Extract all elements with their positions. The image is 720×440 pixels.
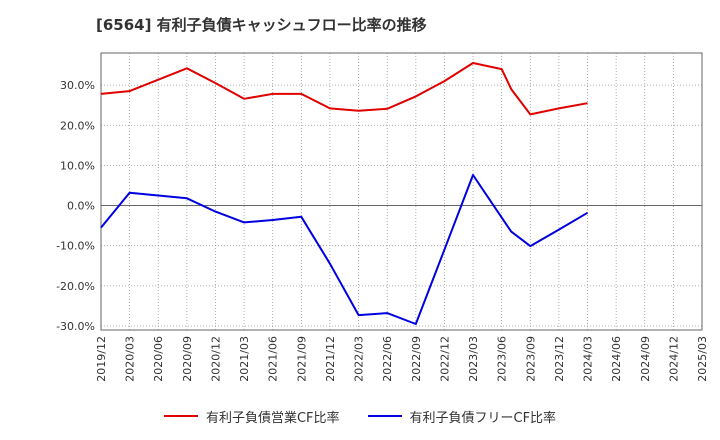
x-tick-label: 2022/09 xyxy=(410,336,423,382)
x-tick-label: 2020/06 xyxy=(152,336,165,382)
x-tick-label: 2020/09 xyxy=(181,336,194,382)
legend-label-free-cf: 有利子負債フリーCF比率 xyxy=(409,410,557,426)
x-tick-label: 2022/03 xyxy=(353,336,366,382)
x-tick-label: 2024/12 xyxy=(667,336,680,382)
series-line-operating-cf xyxy=(100,62,588,116)
x-tick-label: 2023/03 xyxy=(467,336,480,382)
x-tick-label: 2020/12 xyxy=(209,336,222,382)
x-tick-label: 2021/03 xyxy=(238,336,251,382)
x-tick-label: 2019/12 xyxy=(95,336,108,382)
y-tick-label: -10.0% xyxy=(56,240,95,253)
legend-swatch-operating-cf xyxy=(163,415,198,417)
x-tick-label: 2022/12 xyxy=(438,336,451,382)
x-tick-label: 2024/06 xyxy=(610,336,623,382)
y-tick-label: -30.0% xyxy=(56,320,95,333)
legend-item-operating-cf: 有利子負債営業CF比率 xyxy=(163,407,340,426)
y-tick-label: 20.0% xyxy=(60,119,95,132)
legend-label-operating-cf: 有利子負債営業CF比率 xyxy=(205,410,340,426)
y-tick-label: 10.0% xyxy=(60,159,95,172)
x-tick-label: 2023/06 xyxy=(496,336,509,382)
x-tick-label: 2024/03 xyxy=(582,336,595,382)
legend-item-free-cf: 有利子負債フリーCF比率 xyxy=(367,407,557,426)
y-tick-label: 30.0% xyxy=(60,79,95,92)
x-tick-label: 2023/09 xyxy=(524,336,537,382)
x-tick-label: 2025/03 xyxy=(696,336,709,382)
plot-area xyxy=(101,53,702,330)
x-tick-label: 2023/12 xyxy=(553,336,566,382)
plot-frame xyxy=(100,52,703,331)
y-tick-label: 0.0% xyxy=(67,200,95,213)
y-tick-label: -20.0% xyxy=(56,280,95,293)
chart-title: [6564] 有利子負債キャッシュフロー比率の推移 xyxy=(96,16,427,34)
legend: 有利子負債営業CF比率 有利子負債フリーCF比率 xyxy=(0,404,720,428)
x-tick-label: 2021/06 xyxy=(267,336,280,382)
x-tick-label: 2022/06 xyxy=(381,336,394,382)
legend-swatch-free-cf xyxy=(367,415,402,417)
x-tick-label: 2020/03 xyxy=(124,336,137,382)
x-tick-label: 2021/12 xyxy=(324,336,337,382)
x-tick-label: 2021/09 xyxy=(295,336,308,382)
series-line-free-cf xyxy=(100,174,589,325)
x-tick-label: 2024/09 xyxy=(639,336,652,382)
